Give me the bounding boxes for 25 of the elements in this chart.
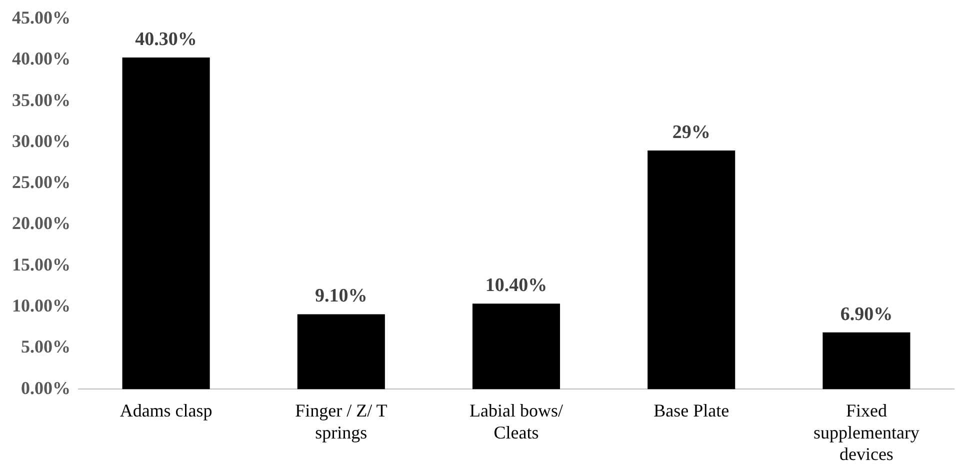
bar xyxy=(297,314,385,390)
y-tick-label: 35.00% xyxy=(12,90,70,110)
bar xyxy=(822,332,910,390)
y-tick-label: 40.00% xyxy=(12,48,70,69)
y-tick-label: 10.00% xyxy=(12,296,70,316)
x-tick-label: Labial bows/ Cleats xyxy=(470,400,563,442)
bar xyxy=(472,304,560,390)
y-tick-label: 30.00% xyxy=(12,130,70,151)
bar xyxy=(122,57,210,390)
data-label: 6.90% xyxy=(840,304,893,325)
data-label: 9.10% xyxy=(315,286,368,307)
x-tick-label: Fixed supplementary devices xyxy=(813,400,920,464)
data-label: 40.30% xyxy=(135,28,197,50)
x-tick-label: Base Plate xyxy=(654,400,730,421)
y-tick-label: 25.00% xyxy=(12,172,70,192)
data-label: 29% xyxy=(672,122,710,143)
x-tick-label: Finger / Z/ T springs xyxy=(295,400,388,442)
y-tick-label: 15.00% xyxy=(12,254,70,274)
x-tick-label: Adams clasp xyxy=(120,400,212,421)
y-tick-label: 45.00% xyxy=(12,7,70,28)
bar xyxy=(648,150,736,390)
y-tick-label: 5.00% xyxy=(21,336,70,357)
data-label: 10.40% xyxy=(485,275,548,296)
y-tick-label: 0.00% xyxy=(21,378,70,398)
y-tick-label: 20.00% xyxy=(12,213,70,234)
